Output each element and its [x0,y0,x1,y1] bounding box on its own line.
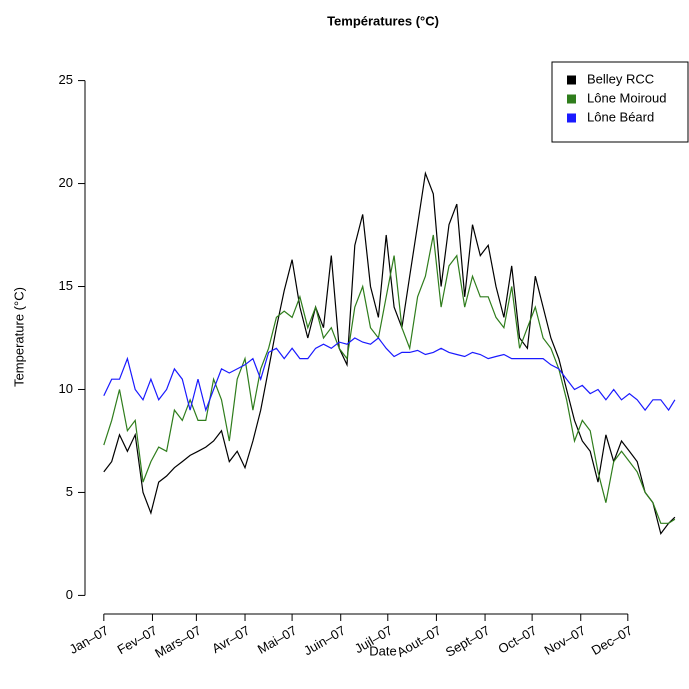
y-axis-label: Temperature (°C) [11,287,26,387]
x-tick-label: Fev–07 [115,623,160,658]
x-tick-label: Oct–07 [496,623,540,657]
legend-swatch [567,113,576,123]
x-tick-label: Mai–07 [255,623,299,657]
series-line [103,234,676,524]
x-tick-label: Jan–07 [67,623,111,657]
legend-swatch [567,94,576,104]
legend-label: Lône Béard [587,109,654,124]
series-line [103,170,676,535]
x-tick-label: Mars–07 [152,623,203,661]
legend-label: Lône Moiroud [587,90,667,105]
legend-label: Belley RCC [587,71,654,86]
x-tick-label: Avr–07 [209,623,252,656]
y-tick-label: 0 [66,587,73,602]
y-tick-label: 20 [59,175,73,190]
x-tick-label: Nov–07 [542,623,588,658]
y-tick-label: 15 [59,278,73,293]
y-tick-label: 10 [59,381,73,396]
series-line [103,337,676,413]
x-axis-label: Date [369,643,396,658]
x-tick-label: Aout–07 [394,623,443,660]
y-tick-label: 5 [66,484,73,499]
x-tick-label: Sept–07 [443,623,492,660]
legend-swatch [567,75,576,85]
y-tick-label: 25 [59,72,73,87]
x-tick-label: Juin–07 [301,623,348,659]
chart-title: Températures (°C) [327,13,439,28]
x-tick-label: Dec–07 [589,623,635,658]
